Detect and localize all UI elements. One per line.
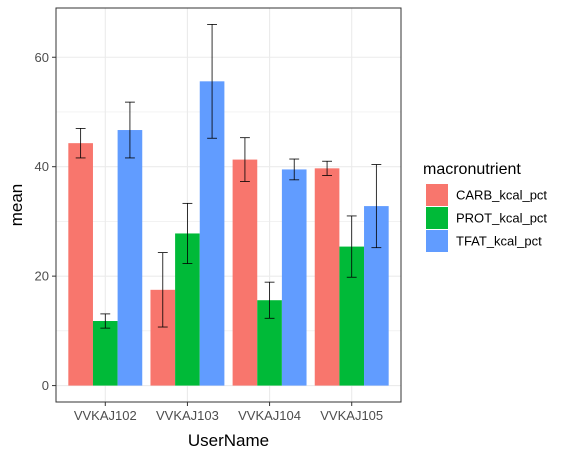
bars: [68, 81, 389, 386]
bar: [281, 169, 307, 386]
x-tick-label: VVKAJ102: [74, 408, 137, 423]
legend-label: TFAT_kcal_pct: [456, 234, 542, 249]
legend-key: [426, 184, 448, 206]
y-tick-label: 60: [35, 50, 49, 65]
y-tick-label: 0: [42, 378, 49, 393]
bar: [232, 159, 258, 386]
panel-border: [55, 7, 402, 403]
y-tick-label: 40: [35, 159, 49, 174]
legend: macronutrient CARB_kcal_pct PROT_kcal_pct…: [423, 161, 547, 252]
legend-label: CARB_kcal_pct: [456, 188, 547, 203]
y-axis-title: mean: [7, 184, 26, 227]
legend-key: [426, 207, 448, 229]
legend-key: [426, 230, 448, 252]
x-tick-label: VVKAJ104: [238, 408, 301, 423]
x-tick-label: VVKAJ103: [156, 408, 219, 423]
x-axis: VVKAJ102 VVKAJ103 VVKAJ104 VVKAJ105: [74, 402, 383, 423]
bar: [92, 321, 118, 386]
bar: [117, 130, 143, 386]
legend-label: PROT_kcal_pct: [456, 211, 547, 226]
bar: [314, 168, 340, 386]
x-axis-title: UserName: [188, 431, 269, 450]
error-bars: [75, 24, 382, 329]
legend-title: macronutrient: [423, 161, 521, 178]
x-tick-label: VVKAJ105: [320, 408, 383, 423]
y-axis: 0 20 40 60: [35, 50, 56, 393]
y-tick-label: 20: [35, 269, 49, 284]
bar: [68, 143, 93, 386]
